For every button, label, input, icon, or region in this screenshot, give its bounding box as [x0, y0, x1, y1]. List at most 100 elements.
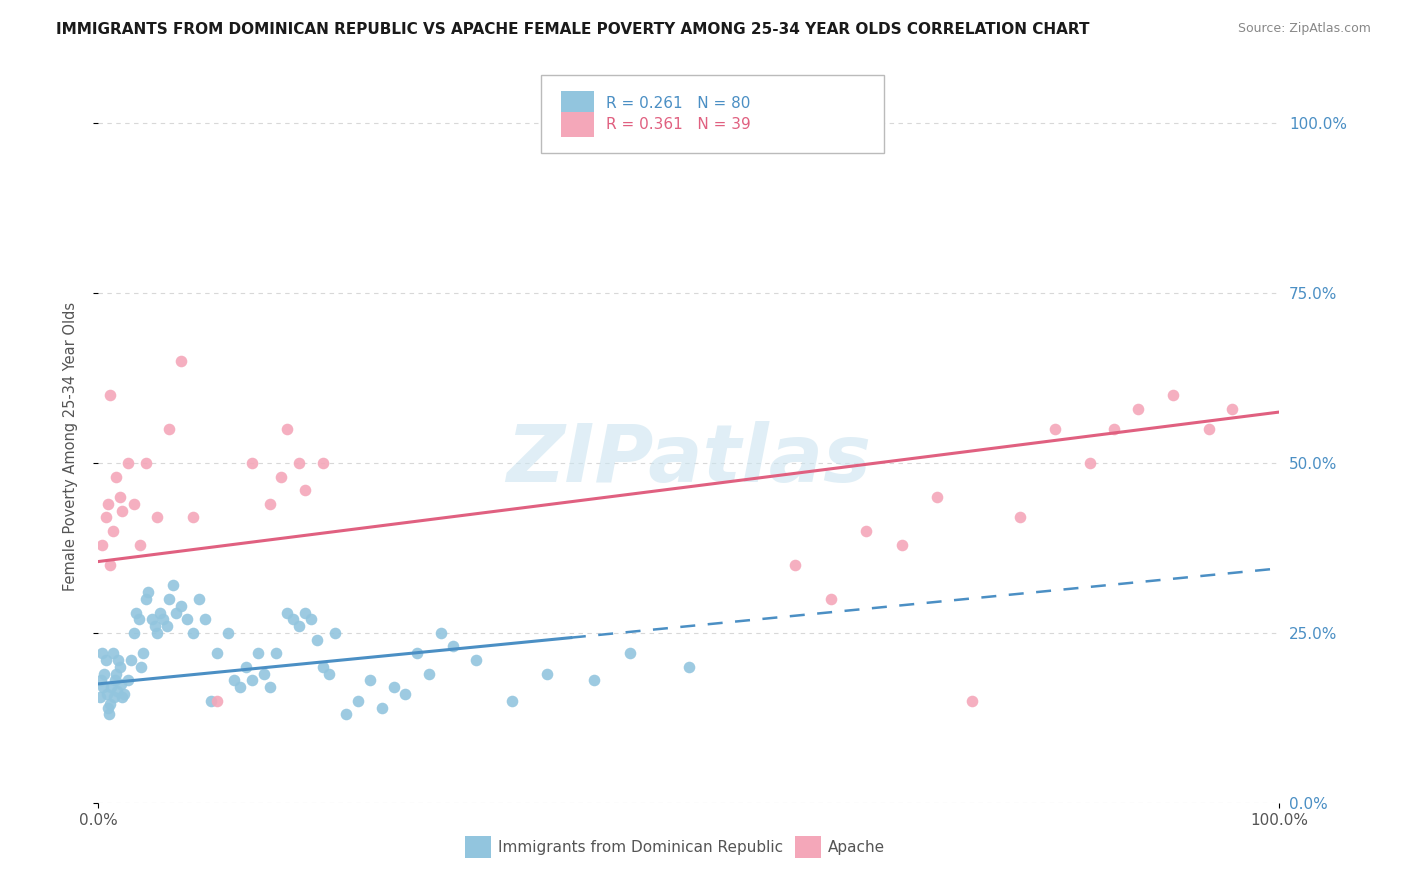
- Y-axis label: Female Poverty Among 25-34 Year Olds: Female Poverty Among 25-34 Year Olds: [63, 301, 77, 591]
- Point: [235, 660, 257, 674]
- Point: [323, 626, 346, 640]
- Point: [103, 690, 125, 705]
- Point: [1161, 388, 1184, 402]
- Text: Immigrants from Dominican Republic: Immigrants from Dominican Republic: [498, 839, 783, 855]
- Point: [194, 612, 217, 626]
- Point: [98, 388, 121, 402]
- Point: [125, 606, 148, 620]
- Point: [135, 591, 157, 606]
- Point: [1102, 422, 1125, 436]
- Point: [1043, 422, 1066, 436]
- Point: [111, 503, 134, 517]
- Point: [176, 612, 198, 626]
- Point: [1080, 456, 1102, 470]
- Point: [1126, 401, 1149, 416]
- Point: [217, 626, 239, 640]
- Point: [312, 456, 335, 470]
- FancyBboxPatch shape: [561, 91, 595, 116]
- Point: [93, 666, 115, 681]
- Point: [305, 632, 328, 647]
- Point: [156, 619, 179, 633]
- Point: [107, 653, 129, 667]
- Text: Source: ZipAtlas.com: Source: ZipAtlas.com: [1237, 22, 1371, 36]
- Point: [583, 673, 606, 688]
- Point: [112, 687, 135, 701]
- Point: [1198, 422, 1220, 436]
- Point: [501, 694, 523, 708]
- Point: [200, 694, 222, 708]
- Point: [162, 578, 184, 592]
- Point: [122, 626, 145, 640]
- Point: [441, 640, 464, 654]
- Point: [205, 694, 228, 708]
- FancyBboxPatch shape: [541, 75, 884, 153]
- Point: [170, 354, 193, 368]
- Point: [157, 591, 180, 606]
- Point: [98, 698, 121, 712]
- Point: [90, 673, 112, 688]
- Point: [132, 646, 155, 660]
- FancyBboxPatch shape: [796, 837, 821, 858]
- Point: [181, 510, 204, 524]
- Point: [283, 612, 305, 626]
- Point: [205, 646, 228, 660]
- Point: [1220, 401, 1243, 416]
- Point: [1008, 510, 1031, 524]
- Point: [98, 558, 121, 572]
- Point: [141, 612, 163, 626]
- Point: [394, 687, 416, 701]
- Point: [925, 490, 948, 504]
- Point: [105, 469, 128, 483]
- Point: [136, 585, 159, 599]
- Point: [149, 606, 172, 620]
- Point: [108, 660, 131, 674]
- Point: [820, 591, 842, 606]
- Point: [143, 619, 166, 633]
- Point: [117, 673, 139, 688]
- Text: R = 0.361   N = 39: R = 0.361 N = 39: [606, 117, 751, 132]
- Point: [146, 510, 169, 524]
- Point: [371, 700, 394, 714]
- Point: [276, 422, 298, 436]
- Point: [678, 660, 700, 674]
- Text: Apache: Apache: [828, 839, 886, 855]
- FancyBboxPatch shape: [561, 112, 595, 137]
- Point: [108, 490, 131, 504]
- Point: [89, 690, 111, 705]
- Point: [224, 673, 246, 688]
- Point: [890, 537, 912, 551]
- Point: [264, 646, 287, 660]
- Point: [101, 524, 124, 538]
- Point: [240, 456, 263, 470]
- Point: [121, 653, 143, 667]
- Point: [110, 677, 132, 691]
- Point: [619, 646, 641, 660]
- Point: [418, 666, 440, 681]
- Point: [128, 612, 150, 626]
- Point: [259, 497, 281, 511]
- Point: [288, 619, 311, 633]
- Point: [96, 687, 118, 701]
- Point: [465, 653, 488, 667]
- Point: [157, 422, 180, 436]
- Point: [91, 646, 114, 660]
- Point: [270, 469, 292, 483]
- Point: [91, 680, 114, 694]
- Point: [122, 497, 145, 511]
- Point: [181, 626, 204, 640]
- Point: [94, 510, 117, 524]
- Point: [152, 612, 174, 626]
- Point: [276, 606, 298, 620]
- Point: [105, 683, 128, 698]
- Point: [240, 673, 263, 688]
- Point: [187, 591, 209, 606]
- Point: [335, 707, 357, 722]
- Point: [129, 660, 152, 674]
- Point: [536, 666, 558, 681]
- Text: IMMIGRANTS FROM DOMINICAN REPUBLIC VS APACHE FEMALE POVERTY AMONG 25-34 YEAR OLD: IMMIGRANTS FROM DOMINICAN REPUBLIC VS AP…: [56, 22, 1090, 37]
- Point: [229, 680, 252, 694]
- Point: [288, 456, 311, 470]
- Point: [135, 456, 157, 470]
- Point: [430, 626, 453, 640]
- Point: [246, 646, 269, 660]
